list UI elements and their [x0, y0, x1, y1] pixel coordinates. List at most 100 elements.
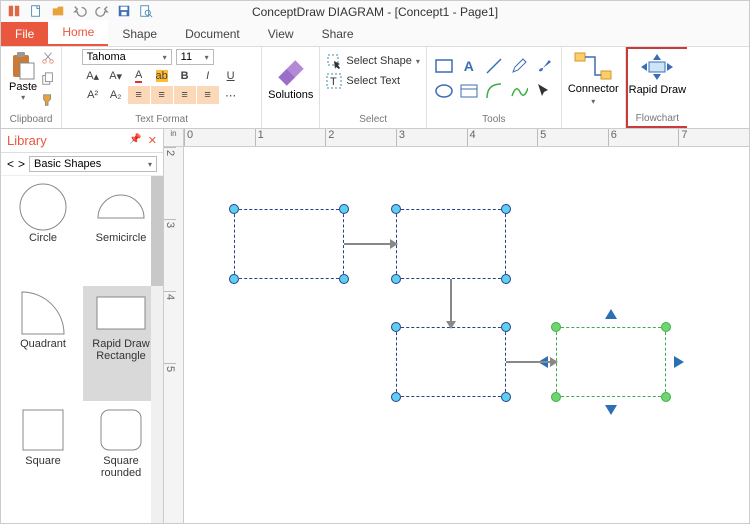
canvas-area: in 01234567 2345: [164, 129, 749, 523]
align-right-button[interactable]: ≡: [174, 86, 196, 104]
diagram-box-2[interactable]: [396, 327, 506, 397]
tab-file[interactable]: File: [1, 22, 48, 46]
ruler-horizontal: 01234567: [184, 129, 749, 147]
qat-open-icon[interactable]: [51, 4, 65, 21]
font-color-icon[interactable]: A: [128, 67, 150, 85]
underline-button[interactable]: U: [220, 67, 242, 85]
shape-semicircle[interactable]: Semicircle: [83, 180, 159, 284]
diagram-box-3[interactable]: [556, 327, 666, 397]
group-rapid-draw: Rapid Draw Flowchart: [626, 47, 687, 128]
text-more-button[interactable]: ⋯: [220, 86, 242, 104]
cut-icon[interactable]: [41, 51, 55, 68]
arc-tool[interactable]: [483, 80, 505, 102]
paste-button[interactable]: Paste ▾: [7, 49, 39, 104]
diagram-box-1[interactable]: [396, 209, 506, 279]
close-icon[interactable]: ✕: [148, 134, 157, 147]
group-select: Select Shape▾ T Select Text Select: [320, 47, 426, 128]
rapid-draw-arrow-rgt[interactable]: [674, 356, 684, 368]
rapid-draw-arrow-bot[interactable]: [605, 405, 617, 415]
tools-label: Tools: [482, 113, 505, 126]
shape-circle[interactable]: Circle: [5, 180, 81, 284]
canvas[interactable]: [184, 147, 749, 523]
align-left-button[interactable]: ≡: [128, 86, 150, 104]
shape-square-rounded[interactable]: Square rounded: [83, 403, 159, 519]
rapid-draw-button[interactable]: Rapid Draw: [629, 50, 686, 96]
library-shapes: Circle Semicircle Quadrant Rapid Draw Re…: [1, 176, 163, 523]
ruler-corner: in: [164, 129, 184, 147]
rapid-draw-label: Rapid Draw: [629, 84, 686, 96]
italic-button[interactable]: I: [197, 67, 219, 85]
library-scrollbar[interactable]: [151, 176, 163, 523]
qat-save-icon[interactable]: [117, 4, 131, 21]
ribbon: Paste ▾ Clipboard Tahoma▾ 11▾ A▴ A▾ A ab…: [1, 47, 749, 129]
qat-preview-icon[interactable]: [139, 4, 153, 21]
solutions-grp-label: [289, 113, 292, 126]
highlight-icon[interactable]: ab: [151, 67, 173, 85]
tab-home[interactable]: Home: [48, 20, 108, 46]
library-panel: Library 📌 ✕ < > Basic Shapes▾ Circle Sem…: [1, 129, 164, 523]
spline-tool[interactable]: [508, 80, 530, 102]
subscript-button[interactable]: A₂: [105, 86, 127, 104]
connector-grp: [592, 113, 595, 126]
pointer-tool[interactable]: [533, 80, 555, 102]
align-center-button[interactable]: ≡: [151, 86, 173, 104]
group-tools: A Tools: [427, 47, 562, 128]
select-shape-button[interactable]: Select Shape▾: [326, 53, 419, 69]
rapid-draw-arrow-top[interactable]: [605, 309, 617, 319]
line-tool[interactable]: [483, 55, 505, 77]
qat-undo-icon[interactable]: [73, 4, 87, 21]
select-label: Select: [359, 113, 387, 126]
brush-tool[interactable]: [533, 55, 555, 77]
tab-share[interactable]: Share: [308, 22, 368, 46]
group-solutions: Solutions: [262, 47, 320, 128]
quick-access-toolbar: [1, 1, 749, 23]
tab-shape[interactable]: Shape: [108, 22, 171, 46]
library-category-select[interactable]: Basic Shapes▾: [29, 156, 157, 172]
shape-rapid-draw-rectangle[interactable]: Rapid Draw Rectangle: [83, 286, 159, 402]
paste-label: Paste: [9, 81, 37, 93]
ribbon-tabs: File Home Shape Document View Share: [1, 23, 749, 47]
text-format-label: Text Format: [135, 113, 188, 126]
superscript-button[interactable]: A²: [82, 86, 104, 104]
connector-2[interactable]: [506, 361, 550, 363]
ruler-vertical: 2345: [164, 147, 184, 523]
group-connector: Connector▾: [562, 47, 626, 128]
main-area: Library 📌 ✕ < > Basic Shapes▾ Circle Sem…: [1, 129, 749, 523]
font-select[interactable]: Tahoma▾: [82, 49, 172, 65]
increase-font-icon[interactable]: A▴: [82, 67, 104, 85]
qat-new-icon[interactable]: [29, 4, 43, 21]
qat-redo-icon[interactable]: [95, 4, 109, 21]
svg-text:T: T: [330, 76, 337, 88]
font-size-select[interactable]: 11▾: [176, 49, 214, 65]
ellipse-tool[interactable]: [433, 80, 455, 102]
library-title: Library: [7, 133, 47, 148]
container-tool[interactable]: [458, 80, 480, 102]
solutions-label: Solutions: [268, 89, 313, 101]
lib-back-button[interactable]: <: [7, 157, 14, 171]
flowchart-label: Flowchart: [636, 112, 679, 125]
connector-1[interactable]: [450, 279, 452, 321]
pencil-tool[interactable]: [508, 55, 530, 77]
group-clipboard: Paste ▾ Clipboard: [1, 47, 62, 128]
solutions-button[interactable]: Solutions: [268, 49, 313, 109]
copy-icon[interactable]: [41, 72, 55, 89]
group-text-format: Tahoma▾ 11▾ A▴ A▾ A ab B I U A² A₂ ≡ ≡ ≡…: [62, 47, 262, 128]
qat-app-icon[interactable]: [7, 4, 21, 21]
pin-icon[interactable]: 📌: [129, 134, 141, 147]
bold-button[interactable]: B: [174, 67, 196, 85]
connector-label: Connector: [568, 83, 619, 95]
text-tool[interactable]: A: [458, 55, 480, 77]
connector-button[interactable]: Connector▾: [568, 49, 619, 106]
tab-document[interactable]: Document: [171, 22, 254, 46]
decrease-font-icon[interactable]: A▾: [105, 67, 127, 85]
shape-quadrant[interactable]: Quadrant: [5, 286, 81, 402]
lib-fwd-button[interactable]: >: [18, 157, 25, 171]
format-painter-icon[interactable]: [41, 93, 55, 110]
rectangle-tool[interactable]: [433, 55, 455, 77]
shape-square[interactable]: Square: [5, 403, 81, 519]
diagram-box-0[interactable]: [234, 209, 344, 279]
tab-view[interactable]: View: [254, 22, 308, 46]
align-justify-button[interactable]: ≡: [197, 86, 219, 104]
select-text-button[interactable]: T Select Text: [326, 73, 419, 89]
connector-0[interactable]: [344, 243, 390, 245]
